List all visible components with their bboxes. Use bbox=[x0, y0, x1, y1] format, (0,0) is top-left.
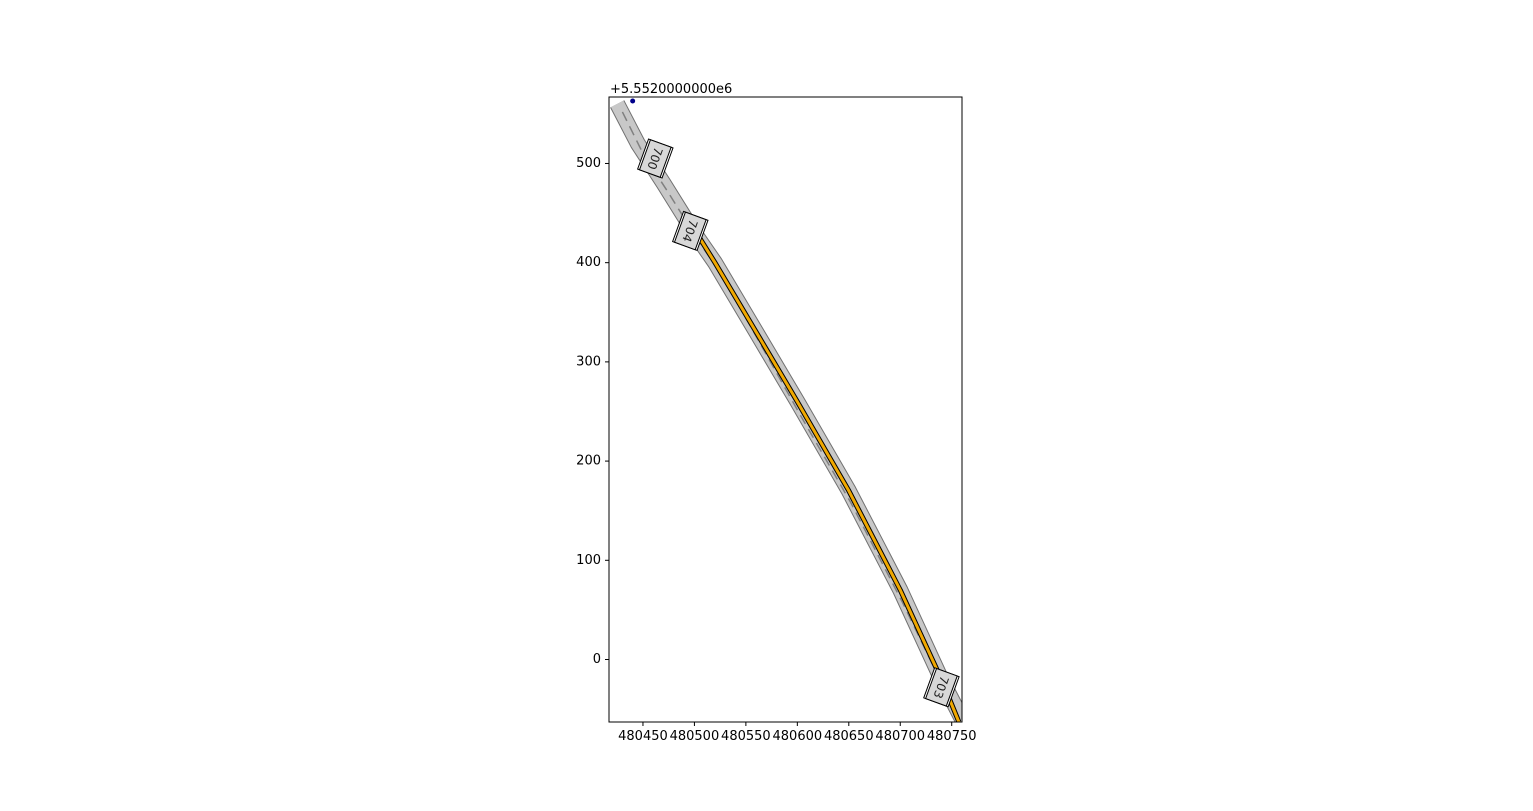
y-tick-label: 200 bbox=[576, 454, 601, 469]
plot-frame bbox=[608, 96, 963, 723]
plot-content: 700 704 703 bbox=[610, 98, 962, 722]
x-tick-label: 480600 bbox=[773, 729, 823, 744]
x-tick-label: 480700 bbox=[875, 729, 925, 744]
x-tick-label: 480450 bbox=[618, 729, 668, 744]
y-tick-label: 0 bbox=[593, 652, 601, 667]
y-tick-label: 100 bbox=[576, 553, 601, 568]
x-tick-label: 480750 bbox=[927, 729, 977, 744]
x-tick-label: 480650 bbox=[824, 729, 874, 744]
y-tick-label: 500 bbox=[576, 156, 601, 171]
road-sign: 704 bbox=[671, 210, 709, 252]
x-tick-label: 480550 bbox=[721, 729, 771, 744]
position-point bbox=[630, 98, 636, 104]
axis-offset-label: +5.5520000000e6 bbox=[610, 82, 732, 97]
y-tick-label: 400 bbox=[576, 255, 601, 270]
y-tick-label: 300 bbox=[576, 354, 601, 369]
road-sign-plate bbox=[673, 211, 707, 251]
axes-layer: 0 100 200 300 400 500 480450 480500 480550 480600… bbox=[576, 156, 976, 744]
road-sign-plate bbox=[924, 667, 958, 707]
road-sign-plate bbox=[638, 139, 672, 178]
route-highlight-line bbox=[698, 237, 961, 722]
road-sign: 700 bbox=[636, 138, 674, 179]
road-sign: 703 bbox=[923, 667, 960, 708]
x-tick-label: 480500 bbox=[670, 729, 720, 744]
